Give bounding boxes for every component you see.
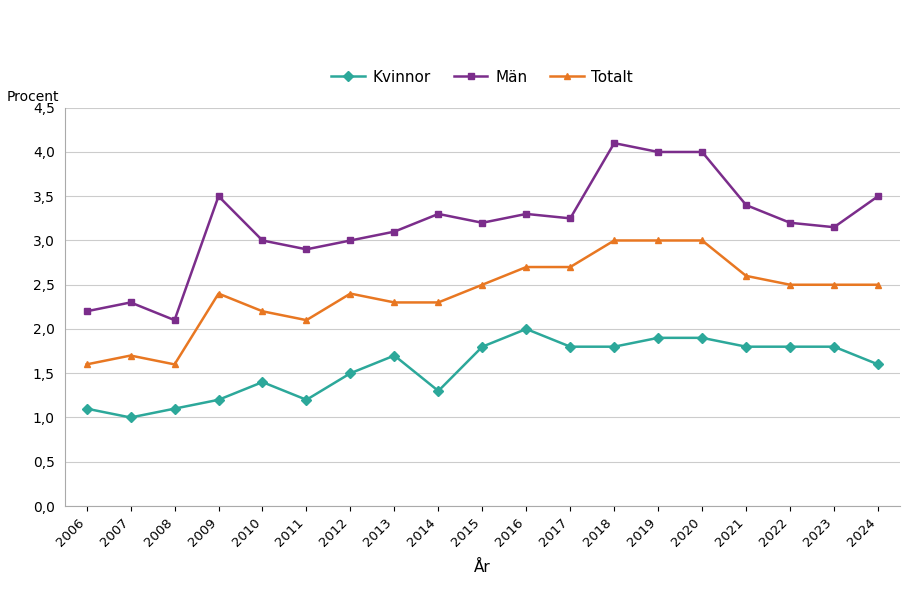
Kvinnor <box>477 343 488 350</box>
Kvinnor <box>213 396 224 404</box>
Män <box>829 224 840 231</box>
Legend: Kvinnor, Män, Totalt: Kvinnor, Män, Totalt <box>326 64 640 91</box>
Män <box>345 237 356 244</box>
Män <box>389 228 400 235</box>
Kvinnor <box>565 343 576 350</box>
Män <box>213 193 224 200</box>
Män <box>125 299 136 306</box>
Kvinnor <box>696 335 707 342</box>
Totalt <box>565 264 576 271</box>
Kvinnor <box>521 326 532 333</box>
Totalt <box>389 299 400 306</box>
Män <box>477 219 488 227</box>
Text: Procent: Procent <box>6 90 59 104</box>
Kvinnor <box>257 379 268 386</box>
Män <box>257 237 268 244</box>
Män <box>784 219 795 227</box>
Kvinnor <box>345 370 356 377</box>
Kvinnor <box>389 352 400 359</box>
Kvinnor <box>301 396 312 404</box>
Line: Totalt: Totalt <box>83 237 881 368</box>
Män <box>740 202 751 209</box>
Totalt <box>608 237 619 244</box>
Totalt <box>521 264 532 271</box>
Totalt <box>81 361 92 368</box>
Totalt <box>125 352 136 359</box>
Kvinnor <box>873 361 884 368</box>
Totalt <box>301 317 312 324</box>
Kvinnor <box>652 335 663 342</box>
Totalt <box>740 273 751 280</box>
Män <box>873 193 884 200</box>
Män <box>301 246 312 253</box>
Totalt <box>213 290 224 297</box>
Totalt <box>345 290 356 297</box>
Män <box>433 211 444 218</box>
Kvinnor <box>169 405 180 412</box>
Totalt <box>873 281 884 289</box>
Kvinnor <box>829 343 840 350</box>
Män <box>521 211 532 218</box>
Totalt <box>696 237 707 244</box>
Totalt <box>433 299 444 306</box>
Kvinnor <box>81 405 92 412</box>
Kvinnor <box>608 343 619 350</box>
Totalt <box>257 308 268 315</box>
Kvinnor <box>125 414 136 421</box>
X-axis label: År: År <box>474 560 490 575</box>
Män <box>696 149 707 156</box>
Totalt <box>829 281 840 289</box>
Totalt <box>652 237 663 244</box>
Män <box>565 215 576 222</box>
Kvinnor <box>433 388 444 395</box>
Line: Kvinnor: Kvinnor <box>83 326 881 421</box>
Totalt <box>477 281 488 289</box>
Män <box>169 317 180 324</box>
Män <box>608 140 619 147</box>
Kvinnor <box>784 343 795 350</box>
Kvinnor <box>740 343 751 350</box>
Män <box>652 149 663 156</box>
Totalt <box>784 281 795 289</box>
Line: Män: Män <box>83 140 881 323</box>
Män <box>81 308 92 315</box>
Totalt <box>169 361 180 368</box>
